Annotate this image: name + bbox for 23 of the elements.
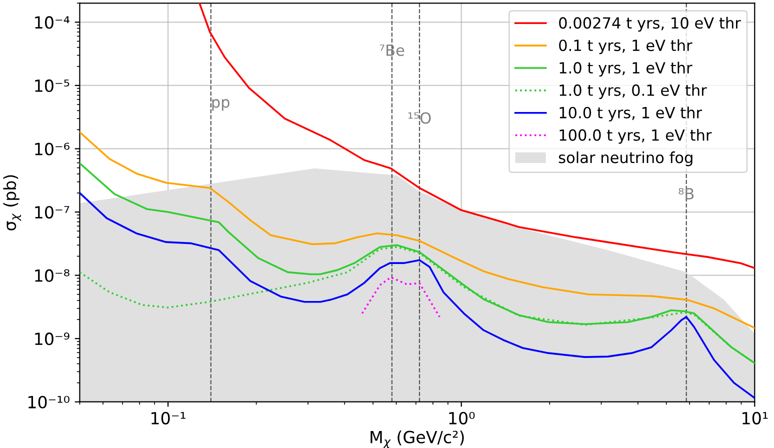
x-tick-label: 10¹: [742, 412, 768, 424]
ref-line-label: ¹⁵O: [408, 112, 431, 124]
legend-label: solar neutrino fog: [558, 151, 692, 166]
legend-label: 10.0 t yrs, 1 eV thr: [560, 106, 702, 122]
ref-line-label: ⁷Be: [380, 44, 404, 56]
legend-label: 100.0 t yrs, 1 eV thr: [560, 129, 712, 144]
x-tick-label: 10⁻¹: [152, 412, 186, 424]
y-tick-label: 10⁻⁸: [35, 269, 70, 282]
y-tick-label: 10⁻¹⁰: [28, 396, 70, 408]
legend-label: 1.0 t yrs, 0.1 eV thr: [560, 84, 707, 99]
ref-line-label: ⁸B: [678, 188, 694, 200]
y-tick-label: 10⁻⁴: [35, 16, 70, 29]
legend-label: 1.0 t yrs, 1 eV thr: [560, 62, 692, 77]
y-tick-label: 10⁻⁷: [35, 206, 70, 219]
y-axis-title: σ$_{χ}$ (pb): [3, 175, 22, 230]
y-tick-label: 10⁻⁶: [35, 142, 70, 156]
x-tick-label: 10⁰: [449, 412, 475, 424]
legend-label: 0.1 t yrs, 1 eV thr: [559, 39, 692, 54]
x-axis-title: M$_{χ}$ (GeV/c²): [370, 430, 464, 448]
legend-label: 0.00274 t yrs, 10 eV thr: [559, 16, 741, 32]
y-tick-label: 10⁻⁵: [35, 79, 70, 92]
y-tick-label: 10⁻⁹: [35, 332, 70, 346]
ref-line-label: pp: [212, 99, 230, 111]
